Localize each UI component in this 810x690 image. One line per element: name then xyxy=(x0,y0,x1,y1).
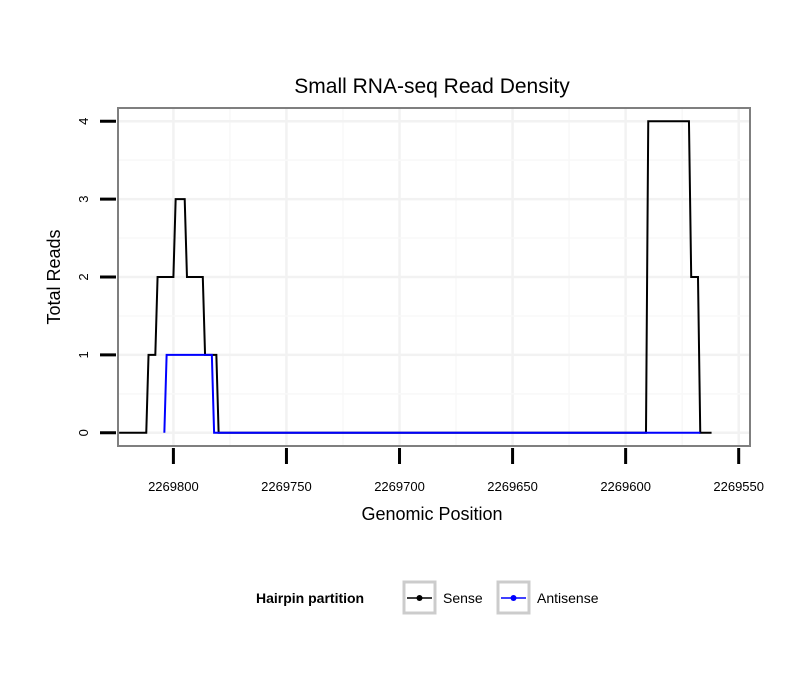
series-layer xyxy=(119,120,712,434)
legend-point-sense xyxy=(416,595,423,601)
legend-title: Hairpin partition xyxy=(256,590,364,606)
legend-item-sense[interactable]: Sense xyxy=(402,580,483,615)
series-line-antisense xyxy=(163,353,701,434)
x-tick-label: 2269650 xyxy=(487,479,538,494)
y-tick-label: 4 xyxy=(76,118,91,125)
legend-label-antisense: Antisense xyxy=(537,590,599,606)
legend-label-sense: Sense xyxy=(443,590,483,606)
plot-border xyxy=(117,107,751,447)
x-axis: 2269800 2269750 2269700 2269650 2269600 22695… xyxy=(148,448,764,494)
y-tick-label: 1 xyxy=(76,351,91,358)
y-axis-title: Total Reads xyxy=(44,229,64,324)
x-axis-title: Genomic Position xyxy=(361,504,502,524)
x-tick-label: 2269700 xyxy=(374,479,425,494)
legend-point-antisense xyxy=(510,595,517,601)
y-tick-label: 0 xyxy=(76,429,91,436)
x-tick-label: 2269550 xyxy=(713,479,764,494)
x-tick-label: 2269600 xyxy=(600,479,651,494)
chart-title: Small RNA-seq Read Density xyxy=(294,75,570,98)
x-tick-label: 2269750 xyxy=(261,479,312,494)
y-tick-label: 2 xyxy=(76,273,91,280)
x-tick-label: 2269800 xyxy=(148,479,199,494)
legend: Hairpin partition Sense Antisense xyxy=(256,580,599,615)
legend-item-antisense[interactable]: Antisense xyxy=(496,580,599,615)
y-axis: 0 1 2 3 4 xyxy=(76,118,116,436)
grid xyxy=(118,108,750,446)
y-tick-label: 3 xyxy=(76,196,91,203)
series-line-sense xyxy=(119,120,712,434)
